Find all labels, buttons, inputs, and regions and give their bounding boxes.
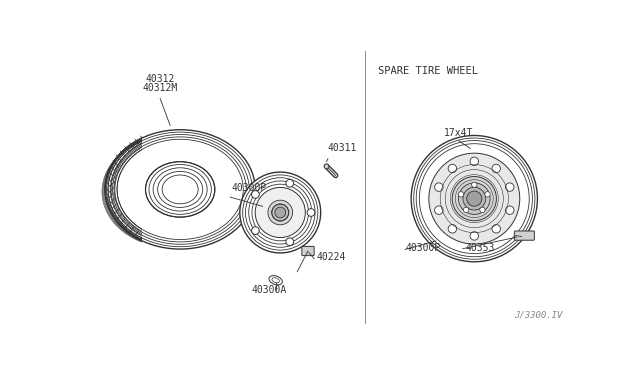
Circle shape (470, 232, 479, 240)
Circle shape (405, 129, 543, 268)
Text: 17x4T: 17x4T (444, 128, 474, 138)
Circle shape (470, 157, 479, 166)
Circle shape (324, 164, 329, 169)
Circle shape (252, 227, 259, 234)
Circle shape (458, 192, 464, 197)
Circle shape (472, 182, 477, 187)
Circle shape (458, 183, 490, 214)
Circle shape (463, 187, 486, 210)
Ellipse shape (255, 187, 305, 238)
Text: 40300P: 40300P (232, 183, 267, 193)
Ellipse shape (145, 162, 215, 217)
Circle shape (435, 206, 443, 214)
Circle shape (286, 179, 294, 187)
Circle shape (307, 209, 315, 217)
Circle shape (463, 207, 469, 212)
Circle shape (492, 164, 500, 173)
Text: 40224: 40224 (316, 252, 346, 262)
Ellipse shape (145, 162, 215, 217)
Circle shape (275, 207, 285, 218)
Circle shape (286, 238, 294, 246)
Circle shape (435, 183, 443, 191)
Ellipse shape (269, 276, 282, 285)
Text: SPARE TIRE WHEEL: SPARE TIRE WHEEL (378, 66, 478, 76)
Text: 40311: 40311 (328, 143, 357, 153)
Text: 40300P: 40300P (405, 243, 440, 253)
Text: 40312: 40312 (145, 74, 175, 84)
Circle shape (452, 177, 497, 221)
Circle shape (448, 164, 456, 173)
Circle shape (506, 206, 514, 214)
Text: 40300A: 40300A (252, 285, 287, 295)
Circle shape (448, 225, 456, 233)
Circle shape (272, 204, 289, 221)
Circle shape (467, 191, 482, 206)
Text: 40353: 40353 (465, 243, 495, 253)
FancyBboxPatch shape (515, 231, 534, 240)
Circle shape (492, 225, 500, 233)
Circle shape (480, 207, 485, 212)
Circle shape (252, 190, 259, 198)
Ellipse shape (105, 130, 255, 249)
Circle shape (485, 192, 490, 197)
Circle shape (506, 183, 514, 191)
Text: J/3300.IV: J/3300.IV (515, 311, 563, 320)
Bar (141, 126, 259, 253)
Text: 40312M: 40312M (143, 83, 178, 93)
Circle shape (429, 153, 520, 244)
Circle shape (268, 200, 292, 225)
Ellipse shape (240, 172, 321, 253)
FancyBboxPatch shape (302, 246, 314, 256)
